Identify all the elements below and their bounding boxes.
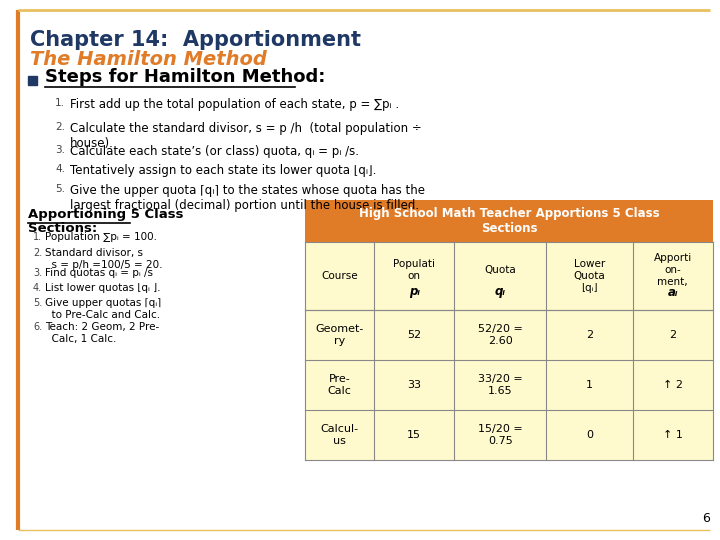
Text: 33: 33 bbox=[408, 380, 421, 390]
Text: Teach: 2 Geom, 2 Pre-
  Calc, 1 Calc.: Teach: 2 Geom, 2 Pre- Calc, 1 Calc. bbox=[45, 322, 159, 343]
Text: 1.: 1. bbox=[55, 98, 65, 108]
Text: Populati
on: Populati on bbox=[393, 259, 435, 281]
Text: 2: 2 bbox=[669, 330, 676, 340]
Text: Calcul-
us: Calcul- us bbox=[320, 424, 359, 446]
Text: 3.: 3. bbox=[33, 268, 42, 278]
Text: Chapter 14:  Apportionment: Chapter 14: Apportionment bbox=[30, 30, 361, 50]
Text: 2: 2 bbox=[586, 330, 593, 340]
Text: 3.: 3. bbox=[55, 145, 65, 155]
Text: Tentatively assign to each state its lower quota ⌊qᵢ⌋.: Tentatively assign to each state its low… bbox=[70, 164, 377, 177]
Text: Give the upper quota ⌈qᵢ⌉ to the states whose quota has the
largest fractional (: Give the upper quota ⌈qᵢ⌉ to the states … bbox=[70, 184, 425, 212]
Text: Calculate each state’s (or class) quota, qᵢ = pᵢ /s.: Calculate each state’s (or class) quota,… bbox=[70, 145, 359, 158]
Text: Calculate the standard divisor, s = p /h  (total population ÷
house).: Calculate the standard divisor, s = p /h… bbox=[70, 122, 422, 150]
Text: 15: 15 bbox=[408, 430, 421, 440]
Text: 5.: 5. bbox=[33, 298, 42, 308]
Bar bbox=[305, 360, 713, 410]
Text: Apportioning 5 Class: Apportioning 5 Class bbox=[28, 208, 184, 221]
Text: High School Math Teacher Apportions 5 Class
Sections: High School Math Teacher Apportions 5 Cl… bbox=[359, 207, 660, 235]
Bar bbox=[305, 310, 713, 360]
Text: Apporti
on-
ment,: Apporti on- ment, bbox=[654, 253, 692, 287]
Text: Lower
Quota
⌊qᵢ⌋: Lower Quota ⌊qᵢ⌋ bbox=[574, 259, 606, 293]
Text: 6: 6 bbox=[702, 512, 710, 525]
Text: pᵢ: pᵢ bbox=[409, 286, 420, 299]
Text: 2.: 2. bbox=[33, 248, 42, 258]
Text: Course: Course bbox=[321, 271, 358, 281]
Bar bbox=[305, 200, 713, 242]
Text: Population ∑pᵢ = 100.: Population ∑pᵢ = 100. bbox=[45, 232, 157, 242]
Text: Steps for Hamilton Method:: Steps for Hamilton Method: bbox=[45, 68, 325, 86]
Text: Find quotas qᵢ = pᵢ /s: Find quotas qᵢ = pᵢ /s bbox=[45, 268, 153, 278]
Text: Quota: Quota bbox=[485, 265, 516, 275]
Text: Sections:: Sections: bbox=[28, 222, 97, 235]
Text: First add up the total population of each state, p = ∑pᵢ .: First add up the total population of eac… bbox=[70, 98, 399, 111]
Text: 6.: 6. bbox=[33, 322, 42, 332]
Text: The Hamilton Method: The Hamilton Method bbox=[30, 50, 267, 69]
Text: Geomet-
ry: Geomet- ry bbox=[315, 324, 364, 346]
Text: 2.: 2. bbox=[55, 122, 65, 132]
Text: 0: 0 bbox=[586, 430, 593, 440]
Bar bbox=[305, 242, 713, 310]
Text: 1: 1 bbox=[586, 380, 593, 390]
Text: 4.: 4. bbox=[33, 283, 42, 293]
Text: 4.: 4. bbox=[55, 164, 65, 174]
Text: 33/20 =
1.65: 33/20 = 1.65 bbox=[478, 374, 523, 396]
Text: Standard divisor, s
  s = p/h =100/5 = 20.: Standard divisor, s s = p/h =100/5 = 20. bbox=[45, 248, 163, 269]
Text: List lower quotas ⌊qᵢ ⌋.: List lower quotas ⌊qᵢ ⌋. bbox=[45, 283, 161, 293]
Text: qᵢ: qᵢ bbox=[495, 286, 506, 299]
Bar bbox=[28, 76, 37, 85]
Bar bbox=[305, 410, 713, 460]
Text: aᵢ: aᵢ bbox=[667, 286, 678, 299]
Text: 52: 52 bbox=[407, 330, 421, 340]
Text: Give upper quotas ⌈qᵢ⌉
  to Pre-Calc and Calc.: Give upper quotas ⌈qᵢ⌉ to Pre-Calc and C… bbox=[45, 298, 161, 320]
Text: ↑ 1: ↑ 1 bbox=[663, 430, 683, 440]
Text: 5.: 5. bbox=[55, 184, 65, 194]
Text: 15/20 =
0.75: 15/20 = 0.75 bbox=[478, 424, 523, 446]
Text: ↑ 2: ↑ 2 bbox=[663, 380, 683, 390]
Text: Pre-
Calc: Pre- Calc bbox=[328, 374, 351, 396]
Text: 1.: 1. bbox=[33, 232, 42, 242]
Text: 52/20 =
2.60: 52/20 = 2.60 bbox=[478, 324, 523, 346]
